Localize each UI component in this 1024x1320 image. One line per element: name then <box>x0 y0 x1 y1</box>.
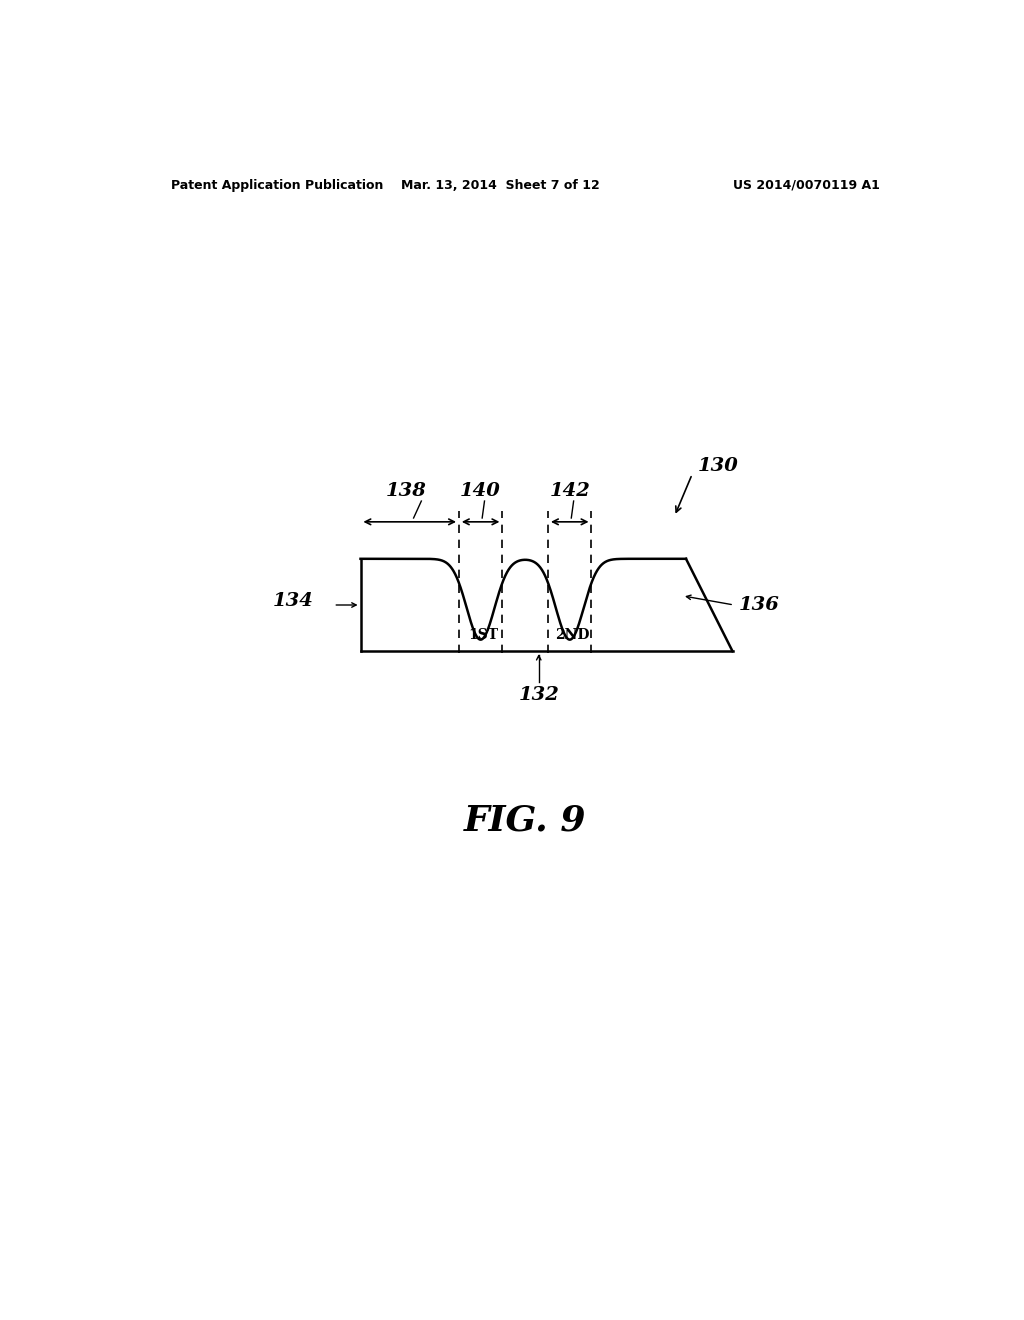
Text: 138: 138 <box>385 482 426 500</box>
Text: 140: 140 <box>460 482 501 500</box>
Text: 2ND: 2ND <box>555 628 590 642</box>
Text: 130: 130 <box>697 458 738 475</box>
Text: 142: 142 <box>549 482 590 500</box>
Text: 132: 132 <box>518 686 559 704</box>
Text: 1ST: 1ST <box>468 628 498 642</box>
Text: US 2014/0070119 A1: US 2014/0070119 A1 <box>733 178 880 191</box>
Text: FIG. 9: FIG. 9 <box>464 804 586 838</box>
Text: 134: 134 <box>273 593 314 610</box>
Text: Mar. 13, 2014  Sheet 7 of 12: Mar. 13, 2014 Sheet 7 of 12 <box>400 178 599 191</box>
Text: Patent Application Publication: Patent Application Publication <box>171 178 383 191</box>
Text: 136: 136 <box>738 597 779 614</box>
